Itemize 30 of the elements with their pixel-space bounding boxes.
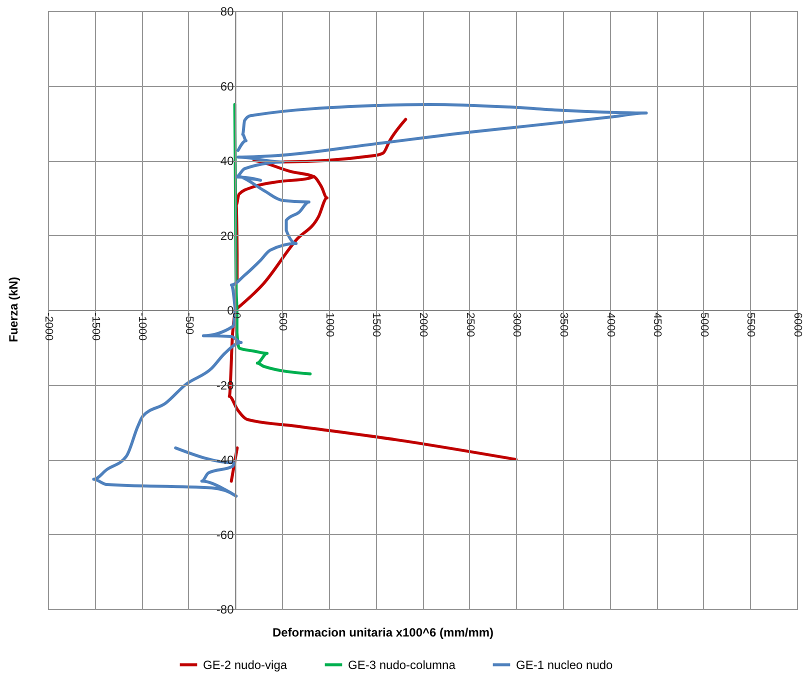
x-tick-label: 3000 (510, 312, 523, 337)
x-tick-label: 5500 (744, 312, 757, 337)
x-tick-label: 4000 (604, 312, 616, 337)
x-tick-label: -1500 (89, 312, 102, 341)
x-tick-label: -1000 (136, 312, 148, 341)
y-tick-label: -60 (216, 528, 234, 542)
y-axis-title: Fuerza (kN) (6, 276, 20, 342)
x-axis-title: Deformacion unitaria x100^6 (mm/mm) (272, 626, 494, 640)
x-tick-label: 3500 (557, 312, 570, 337)
line-series (233, 102, 312, 376)
y-tick-label: -80 (216, 602, 234, 616)
x-tick-label: 6000 (792, 312, 804, 337)
y-tick-label: 80 (220, 4, 234, 18)
x-tick-label: 1000 (323, 312, 336, 337)
x-tick-label: 2000 (417, 312, 429, 337)
y-tick-label: 20 (220, 228, 234, 243)
y-tick-label: 0 (227, 304, 234, 318)
legend-label: GE-1 nucleo nudo (516, 658, 614, 672)
x-tick-label: -2000 (42, 312, 54, 341)
x-tick-label: 1500 (370, 312, 382, 337)
y-tick-label: 60 (220, 79, 234, 94)
y-tick-label: 40 (220, 154, 234, 168)
legend-label: GE-3 nudo-columna (348, 658, 456, 672)
x-tick-label: -500 (182, 312, 195, 335)
x-tick-label: 2500 (464, 312, 476, 337)
y-tick-label: -20 (216, 378, 234, 392)
legend-label: GE-2 nudo-viga (203, 658, 288, 672)
x-tick-label: 500 (276, 312, 289, 331)
x-tick-label: 4500 (651, 312, 664, 337)
x-tick-label: 5000 (698, 312, 710, 337)
